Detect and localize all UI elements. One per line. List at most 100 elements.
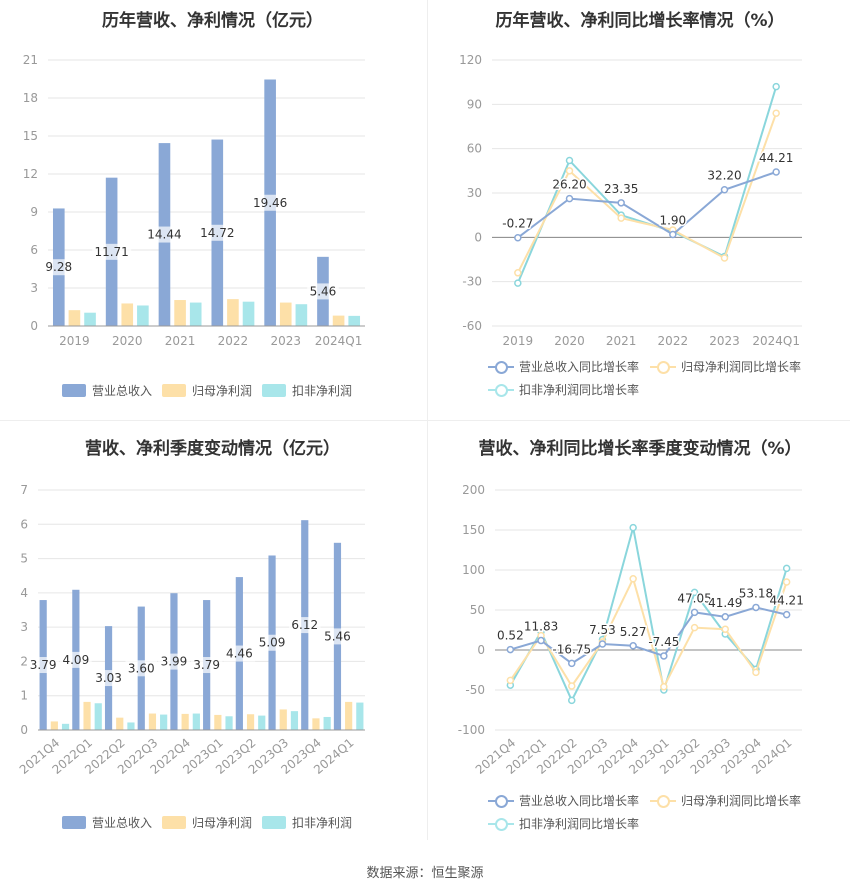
x-tick-label: 2020: [554, 334, 585, 348]
point-net-profit-growth: [617, 214, 625, 222]
panel-divider-horizontal: [0, 420, 850, 421]
legend-net-profit-growth[interactable]: 归母净利润同比增长率: [650, 358, 801, 375]
legend-net-profit-growth[interactable]: 归母净利润同比增长率: [650, 792, 801, 809]
y-tick-label: 18: [23, 91, 38, 105]
legend-deducted-growth[interactable]: 扣非净利润同比增长率: [488, 381, 639, 398]
bar-deducted-profit: [290, 711, 299, 730]
legend-deducted-profit[interactable]: 扣非净利润: [262, 814, 352, 831]
legend-swatch: [488, 817, 514, 831]
data-label: 5.27: [620, 625, 647, 639]
data-label: 5.46: [310, 284, 337, 298]
bar-net-profit: [332, 315, 345, 326]
data-label: 7.53: [589, 623, 616, 637]
bar-net-profit: [50, 721, 58, 730]
legend-revenue[interactable]: 营业总收入: [62, 382, 152, 399]
point-deducted-growth: [514, 279, 522, 287]
legend-net-profit[interactable]: 归母净利润: [162, 382, 252, 399]
bar-net-profit: [214, 714, 222, 730]
data-label: 9.28: [45, 260, 72, 274]
y-tick-label: 12: [23, 167, 38, 181]
data-label-bg: [256, 634, 288, 651]
legend-deducted-profit[interactable]: 扣非净利润: [262, 382, 352, 399]
legend-revenue[interactable]: 营业总收入: [62, 814, 152, 831]
data-label-bg: [125, 660, 158, 677]
bar-net-profit: [345, 701, 353, 730]
point-revenue-growth: [690, 608, 699, 617]
data-label: 4.09: [62, 653, 89, 667]
y-tick-label: 6: [20, 517, 28, 531]
legend-label: 扣非净利润同比增长率: [519, 817, 640, 831]
y-tick-label: 60: [467, 142, 482, 156]
data-label-bg: [321, 628, 354, 645]
bar-deducted-profit: [242, 301, 255, 326]
legend-revenue-growth[interactable]: 营业总收入同比增长率: [488, 792, 639, 809]
point-net-profit-growth: [565, 167, 574, 175]
y-tick-label: -60: [462, 319, 482, 333]
data-label-bg: [92, 670, 125, 687]
bar-deducted-profit: [127, 722, 135, 730]
legend-net-profit[interactable]: 归母净利润: [162, 814, 252, 831]
bar-deducted-profit: [160, 714, 168, 730]
data-label-bg: [92, 243, 132, 260]
data-label: 19.46: [253, 196, 287, 210]
data-label: 0.52: [497, 629, 524, 643]
point-net-profit-growth: [721, 625, 729, 633]
quarterly-growth-panel: 营收、净利同比增长率季度变动情况（%） -100 -50 0 50 100 150 200 2…: [430, 428, 850, 840]
x-tick-label: 2021: [165, 334, 196, 348]
point-revenue-growth: [506, 645, 515, 654]
data-label: 3.03: [95, 671, 122, 685]
annual-revenue-profit-panel: 历年营收、净利情况（亿元） 0 3 6 9 12 15 18 21 2019 2020 2021 20…: [0, 0, 425, 410]
data-label: 3.60: [128, 661, 155, 675]
chart-legend: 营业总收入同比增长率 归母净利润同比增长率 扣非净利润同比增长率: [430, 356, 850, 404]
y-tick-label: 90: [467, 97, 482, 111]
data-label: 11.83: [524, 620, 558, 634]
y-tick-label: 150: [462, 523, 485, 537]
data-label: 3.79: [30, 658, 57, 672]
bar-deducted-profit: [348, 315, 361, 326]
data-label: 44.21: [769, 594, 803, 608]
data-label-bg: [27, 657, 59, 674]
point-net-profit-growth: [772, 109, 780, 117]
y-tick-label: 3: [30, 281, 38, 295]
bar-deducted-profit: [225, 716, 233, 730]
y-tick-label: 0: [474, 230, 482, 244]
bar-net-profit: [181, 713, 189, 730]
y-tick-label: 100: [462, 563, 485, 577]
point-net-profit-growth: [752, 668, 760, 677]
series-line-revenue-growth: [510, 606, 787, 665]
legend-label: 归母净利润同比增长率: [681, 794, 802, 808]
y-tick-label: 200: [462, 483, 485, 497]
data-label: 44.21: [759, 151, 793, 165]
y-tick-label: 30: [467, 186, 482, 200]
legend-label: 营业总收入: [92, 816, 153, 830]
y-tick-label: 1: [20, 689, 28, 703]
data-label: -16.75: [552, 642, 591, 656]
bar-net-profit: [148, 713, 157, 730]
series-line-net-profit-growth: [516, 112, 778, 274]
point-net-profit-growth: [506, 676, 515, 685]
data-label: 1.90: [659, 214, 686, 228]
data-label-bg: [307, 283, 339, 300]
bar-deducted-profit: [137, 305, 149, 326]
legend-label: 营业总收入同比增长率: [519, 794, 640, 808]
point-deducted-growth: [629, 523, 637, 532]
data-label-bg: [250, 194, 290, 211]
data-label-bg: [223, 645, 256, 662]
legend-revenue-growth[interactable]: 营业总收入同比增长率: [488, 358, 639, 375]
data-source: 数据来源：恒生聚源: [366, 866, 484, 881]
legend-deducted-growth[interactable]: 扣非净利润同比增长率: [488, 815, 639, 832]
point-revenue-growth: [720, 185, 729, 194]
point-revenue-growth: [565, 194, 574, 203]
point-deducted-growth: [568, 696, 576, 705]
data-label: 26.20: [552, 178, 586, 192]
bar-net-profit: [83, 701, 91, 730]
point-revenue-growth: [772, 168, 780, 176]
legend-label: 扣非净利润: [292, 816, 353, 830]
legend-swatch: [262, 384, 286, 397]
chart-legend: 营业总收入 归母净利润 扣非净利润: [0, 812, 425, 836]
x-tick-label: 2022: [658, 334, 689, 348]
legend-swatch: [650, 794, 676, 808]
data-label: 53.18: [739, 586, 773, 600]
legend-label: 归母净利润: [192, 816, 253, 830]
series-line-net-profit-growth: [509, 576, 788, 690]
